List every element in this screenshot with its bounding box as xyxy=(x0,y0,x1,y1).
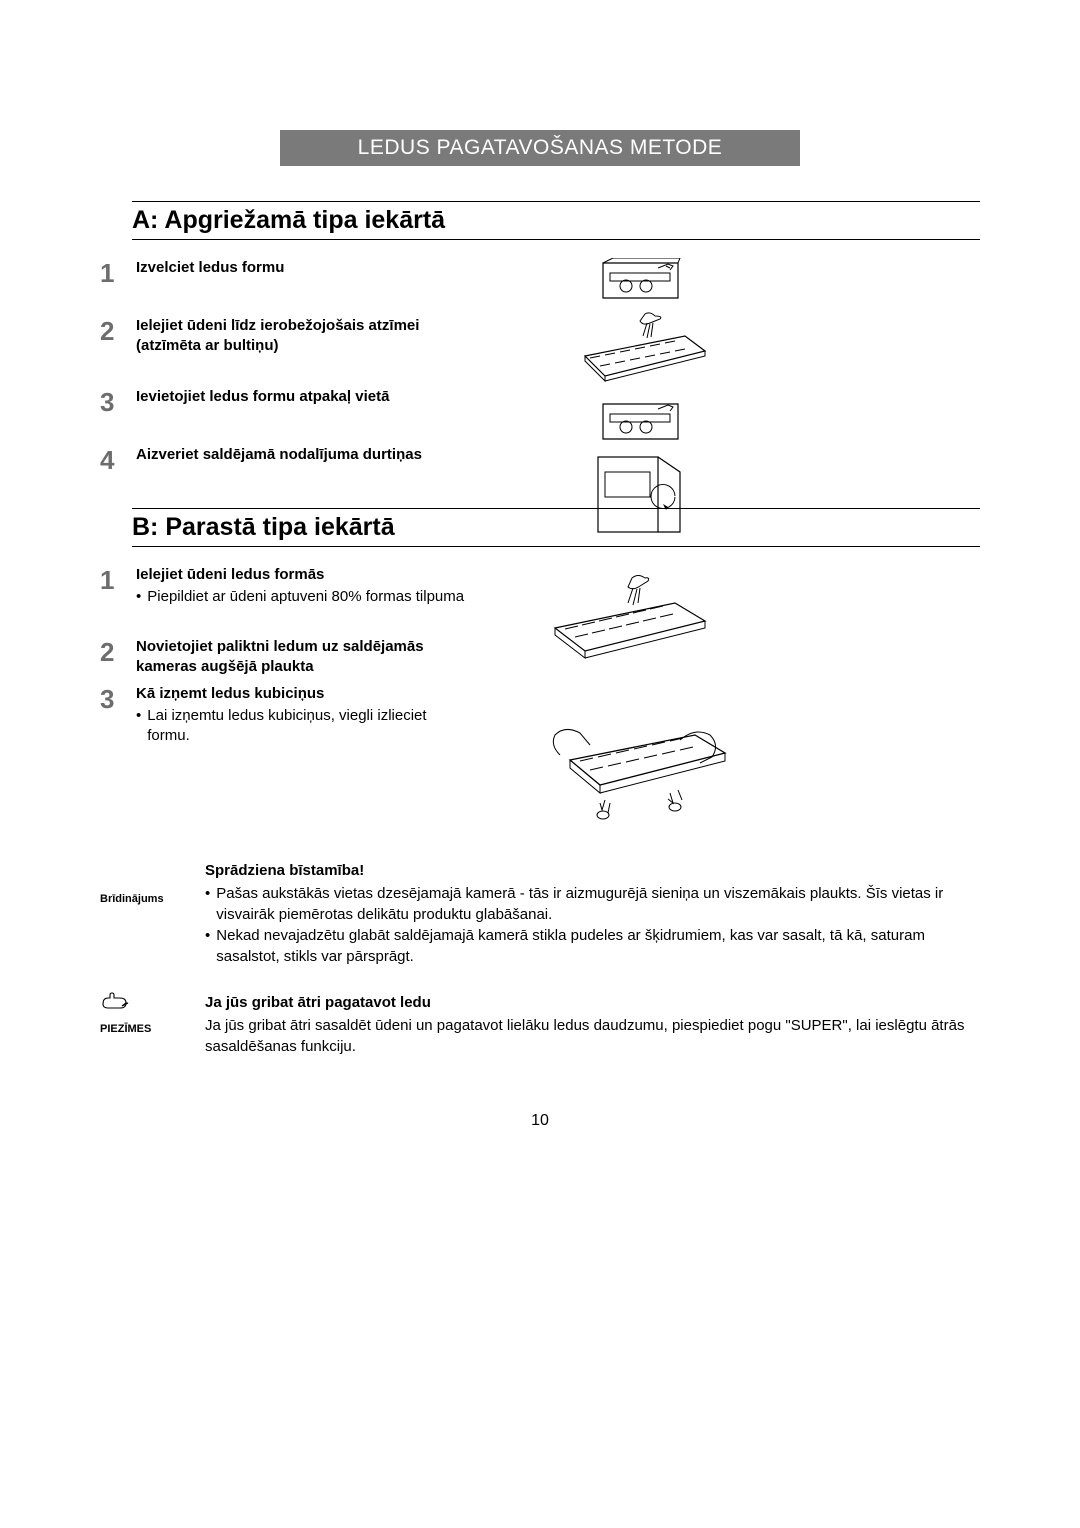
step-title: Ielejiet ūdeni ledus formās xyxy=(136,565,464,585)
step-number: 4 xyxy=(100,445,136,473)
freezer-slot-icon xyxy=(598,258,683,303)
warning-bullet: •Nekad nevajadzētu glabāt saldējamajā ka… xyxy=(205,925,980,967)
warning-bullet: •Pašas aukstākās vietas dzesējamajā kame… xyxy=(205,883,980,925)
twist-tray-icon xyxy=(530,715,740,825)
note-hand-icon xyxy=(100,992,130,1020)
manual-page: LEDUS PAGATAVOŠANAS METODE A: Apgriežamā… xyxy=(0,0,1080,1130)
pour-tray-icon xyxy=(530,573,720,668)
step-title: Ievietojiet ledus formu atpakaļ vietā xyxy=(136,387,389,407)
step-row: 4 Aizveriet saldējamā nodalījuma durtiņa… xyxy=(100,445,470,473)
step-row: 2 Ielejiet ūdeni līdz ierobežojošais atz… xyxy=(100,316,470,357)
warning-label: Brīdinājums xyxy=(100,860,205,967)
step-title: Aizveriet saldējamā nodalījuma durtiņas xyxy=(136,445,422,465)
warning-title: Sprādziena bīstamība! xyxy=(205,860,980,881)
page-title-bar: LEDUS PAGATAVOŠANAS METODE xyxy=(280,130,800,166)
note-title: Ja jūs gribat ātri pagatavot ledu xyxy=(205,992,980,1013)
step-bullet: •Lai izņemtu ledus kubiciņus, viegli izl… xyxy=(136,706,470,747)
step-number: 1 xyxy=(100,565,136,593)
section-b-illustration-pour xyxy=(530,573,720,673)
freezer-slot-icon xyxy=(598,399,683,444)
step-row: 2 Novietojiet paliktni ledum uz saldējam… xyxy=(100,637,470,678)
step-title: Kā izņemt ledus kubiciņus xyxy=(136,684,470,704)
step-title: Ielejiet ūdeni līdz ierobežojošais atzīm… xyxy=(136,316,470,357)
pour-water-icon xyxy=(555,311,725,391)
warning-block: Brīdinājums Sprādziena bīstamība! •Pašas… xyxy=(100,860,980,967)
section-a-heading: A: Apgriežamā tipa iekārtā xyxy=(132,201,980,240)
freezer-door-icon xyxy=(590,452,690,537)
section-a-block: 1 Izvelciet ledus formu 2 Ielejiet ūdeni… xyxy=(100,258,980,473)
step-row: 1 Ielejiet ūdeni ledus formās •Piepildie… xyxy=(100,565,470,608)
step-number: 3 xyxy=(100,387,136,415)
section-a-illustrations xyxy=(540,258,740,537)
step-number: 2 xyxy=(100,637,136,665)
page-number: 10 xyxy=(100,1112,980,1130)
step-row: 3 Kā izņemt ledus kubiciņus •Lai izņemtu… xyxy=(100,684,470,747)
note-label: PIEZĪMES xyxy=(100,1022,205,1037)
step-number: 2 xyxy=(100,316,136,344)
section-b-block: 1 Ielejiet ūdeni ledus formās •Piepildie… xyxy=(100,565,980,825)
step-number: 1 xyxy=(100,258,136,286)
note-block: PIEZĪMES Ja jūs gribat ātri pagatavot le… xyxy=(100,992,980,1057)
section-b-illustration-twist xyxy=(530,715,740,830)
step-bullet: •Piepildiet ar ūdeni aptuveni 80% formas… xyxy=(136,587,464,607)
note-text: Ja jūs gribat ātri sasaldēt ūdeni un pag… xyxy=(205,1015,980,1057)
step-title: Izvelciet ledus formu xyxy=(136,258,284,278)
step-row: 1 Izvelciet ledus formu xyxy=(100,258,470,286)
step-row: 3 Ievietojiet ledus formu atpakaļ vietā xyxy=(100,387,470,415)
step-title: Novietojiet paliktni ledum uz saldējamās… xyxy=(136,637,470,678)
step-number: 3 xyxy=(100,684,136,712)
